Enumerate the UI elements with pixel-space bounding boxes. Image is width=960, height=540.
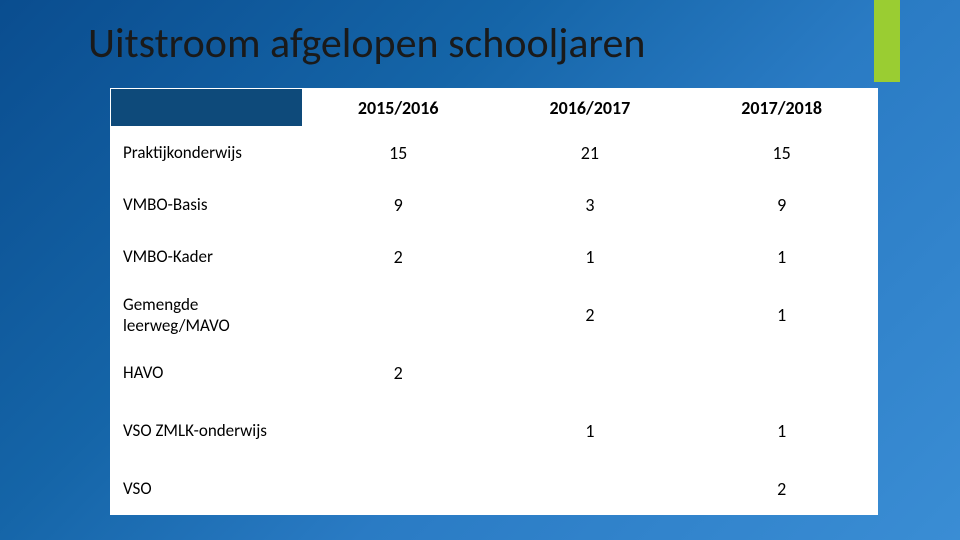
cell: 1 <box>686 231 878 283</box>
row-label: VMBO-Basis <box>111 179 303 231</box>
row-label: HAVO <box>111 347 303 399</box>
outflow-table-container: 2015/2016 2016/2017 2017/2018 Praktijkon… <box>110 88 878 515</box>
cell: 2 <box>302 231 494 283</box>
cell: 1 <box>494 399 686 463</box>
table-row: VSO ZMLK-onderwijs 1 1 <box>111 399 878 463</box>
header-year-1: 2015/2016 <box>302 89 494 127</box>
cell <box>302 283 494 347</box>
cell: 21 <box>494 127 686 179</box>
row-label: VSO ZMLK-onderwijs <box>111 399 303 463</box>
cell: 3 <box>494 179 686 231</box>
cell: 15 <box>302 127 494 179</box>
table-row: HAVO 2 <box>111 347 878 399</box>
cell: 9 <box>302 179 494 231</box>
header-corner <box>111 89 303 127</box>
cell: 15 <box>686 127 878 179</box>
cell <box>686 347 878 399</box>
table-row: VMBO-Kader 2 1 1 <box>111 231 878 283</box>
row-label: Praktijkonderwijs <box>111 127 303 179</box>
table-row: Gemengde leerweg/MAVO 2 1 <box>111 283 878 347</box>
cell: 2 <box>686 463 878 515</box>
cell <box>302 399 494 463</box>
cell: 2 <box>494 283 686 347</box>
cell <box>302 463 494 515</box>
table-header-row: 2015/2016 2016/2017 2017/2018 <box>111 89 878 127</box>
cell: 9 <box>686 179 878 231</box>
row-label: VMBO-Kader <box>111 231 303 283</box>
row-label: VSO <box>111 463 303 515</box>
table-row: VSO 2 <box>111 463 878 515</box>
outflow-table: 2015/2016 2016/2017 2017/2018 Praktijkon… <box>110 88 878 515</box>
table-row: Praktijkonderwijs 15 21 15 <box>111 127 878 179</box>
cell: 2 <box>302 347 494 399</box>
cell: 1 <box>494 231 686 283</box>
cell: 1 <box>686 399 878 463</box>
table-row: VMBO-Basis 9 3 9 <box>111 179 878 231</box>
cell <box>494 463 686 515</box>
cell: 1 <box>686 283 878 347</box>
slide-title: Uitstroom afgelopen schooljaren <box>88 18 645 69</box>
row-label: Gemengde leerweg/MAVO <box>111 283 303 347</box>
cell <box>494 347 686 399</box>
accent-bar <box>874 0 900 82</box>
header-year-2: 2016/2017 <box>494 89 686 127</box>
header-year-3: 2017/2018 <box>686 89 878 127</box>
